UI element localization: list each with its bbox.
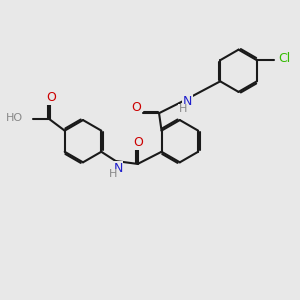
Text: HO: HO [6,113,23,123]
Text: N: N [183,95,193,108]
Text: O: O [46,92,56,104]
Text: O: O [131,101,141,114]
Text: H: H [109,169,117,179]
Text: H: H [179,104,187,114]
Text: Cl: Cl [279,52,291,65]
Text: N: N [113,162,123,175]
Text: O: O [133,136,143,149]
